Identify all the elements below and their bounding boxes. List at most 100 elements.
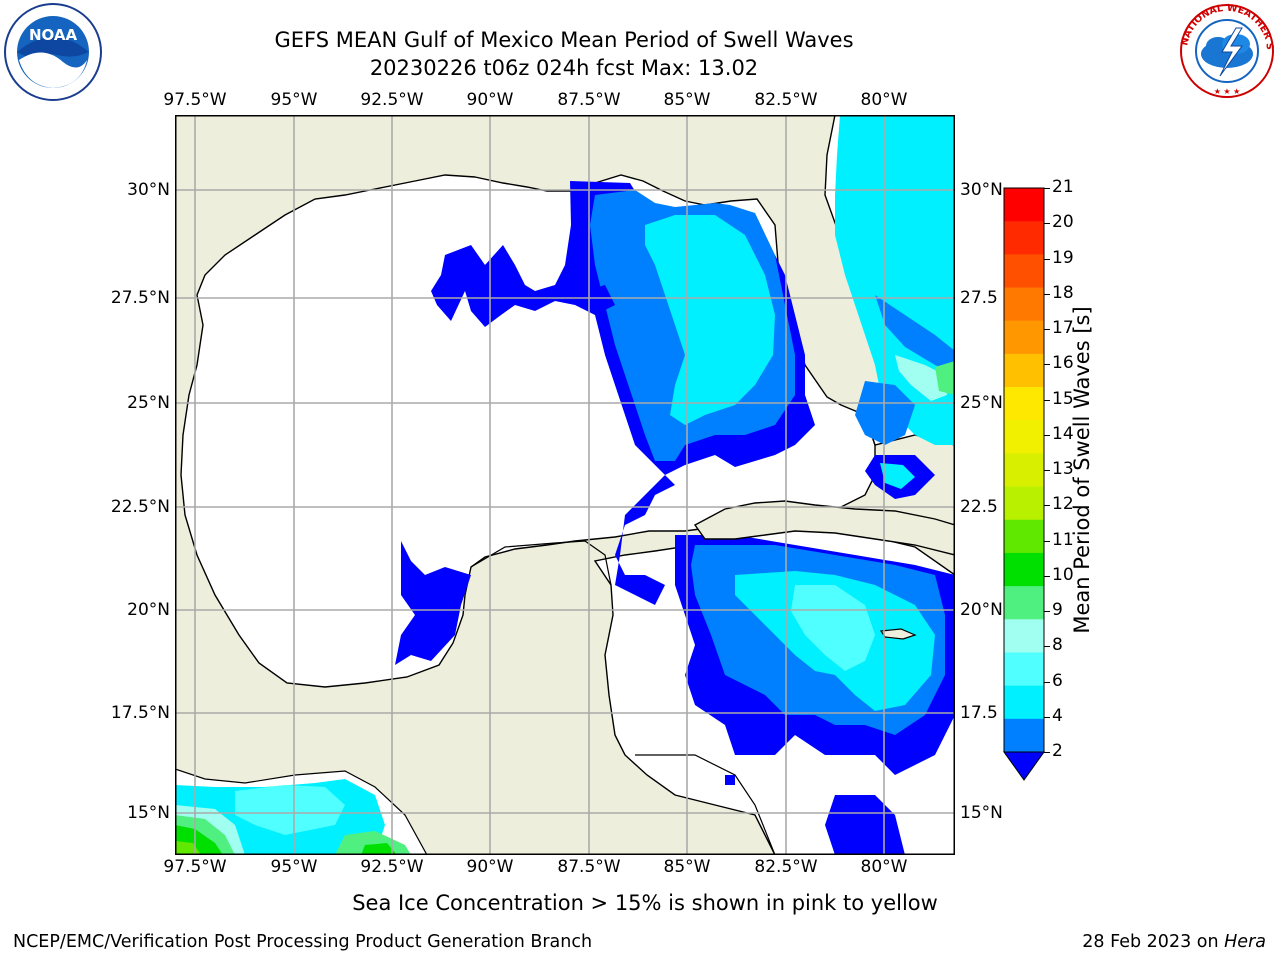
lat-tick-left: 17.5°N: [110, 703, 170, 723]
lat-tick-right: 17.5: [960, 703, 998, 723]
run-date-text: 28 Feb 2023 on: [1082, 932, 1225, 952]
colorbar-tick-mark: [1044, 505, 1050, 507]
colorbar-tick-mark: [1044, 716, 1050, 718]
lon-tick-bottom: 92.5°W: [360, 857, 424, 877]
colorbar-tick-mark: [1044, 258, 1050, 260]
colorbar-tick-label: 16: [1052, 353, 1074, 374]
lon-tick-top: 87.5°W: [557, 90, 621, 110]
colorbar-tick-label: 10: [1052, 564, 1074, 585]
colorbar-segment: [1004, 254, 1044, 289]
nws-logo: NATIONAL WEATHER SERVICE ★ ★ ★: [1178, 2, 1275, 98]
colorbar-tick-mark: [1044, 293, 1050, 295]
lat-tick-left: 15°N: [127, 803, 170, 823]
colorbar-tick-label: 18: [1052, 282, 1074, 303]
colorbar-tick-mark: [1044, 611, 1050, 612]
colorbar-tick-label: 14: [1052, 423, 1074, 444]
colorbar-segment: [1004, 519, 1044, 554]
colorbar-segment: [1004, 453, 1044, 488]
noaa-logo-text: NOAA: [29, 26, 78, 44]
lat-tick-left: 22.5°N: [110, 497, 170, 517]
colorbar-segment: [1004, 353, 1044, 388]
colorbar-segment: [1004, 387, 1044, 421]
colorbar-tick-mark: [1044, 575, 1050, 577]
colorbar-segment: [1004, 486, 1044, 521]
colorbar-segment: [1004, 320, 1044, 355]
swell-contours: [175, 115, 955, 855]
colorbar-tick-label: 2: [1052, 741, 1063, 761]
lon-tick-bottom: 85°W: [663, 857, 711, 877]
cuba-coast: [693, 500, 955, 556]
lat-tick-right: 15°N: [960, 803, 1003, 823]
honduras-coast: [635, 754, 776, 855]
lon-tick-bottom: 87.5°W: [557, 857, 621, 877]
colorbar-tick-mark: [1044, 646, 1050, 648]
colorbar-tick-mark: [1044, 399, 1050, 401]
colorbar-segment: [1004, 586, 1044, 620]
colorbar-segment: [1004, 188, 1044, 222]
map-frame: [175, 115, 955, 855]
colorbar-segment: [1004, 221, 1044, 255]
colorbar-segment: [1004, 619, 1044, 653]
lon-tick-top: 92.5°W: [360, 90, 424, 110]
machine-name: Hera: [1224, 932, 1266, 952]
lon-tick-top: 82.5°W: [754, 90, 818, 110]
colorbar-tick-label: 8: [1052, 635, 1063, 656]
svg-text:★ ★ ★: ★ ★ ★: [1214, 87, 1241, 96]
lon-tick-bottom: 90°W: [466, 857, 514, 877]
colorbar-tick-label: 21: [1052, 177, 1074, 197]
colorbar-tick-mark: [1044, 188, 1050, 189]
colorbar-segment: [1004, 652, 1044, 687]
lon-tick-top: 97.5°W: [163, 90, 227, 110]
lat-tick-left: 20°N: [127, 600, 170, 620]
org-credit: NCEP/EMC/Verification Post Processing Pr…: [13, 932, 593, 952]
colorbar-tick-label: 17: [1052, 318, 1074, 338]
colorbar-segment: [1004, 420, 1044, 454]
noaa-logo: NOAA: [4, 3, 102, 101]
lat-tick-left: 27.5°N: [110, 288, 170, 308]
run-date: 28 Feb 2023 on Hera: [1082, 932, 1266, 952]
lon-tick-top: 85°W: [663, 90, 711, 110]
lat-tick-right: 30°N: [960, 180, 1003, 200]
colorbar-tick-label: 11: [1052, 529, 1074, 550]
lat-tick-right: 25°N: [960, 393, 1003, 413]
colorbar-segment: [1004, 718, 1044, 753]
colorbar-tick-mark: [1044, 329, 1050, 330]
colorbar: [1003, 187, 1045, 781]
colorbar-tick-label: 19: [1052, 247, 1074, 268]
lon-tick-top: 95°W: [270, 90, 318, 110]
colorbar-tick-label: 12: [1052, 494, 1074, 515]
colorbar-tick-mark: [1044, 434, 1050, 436]
lon-tick-top: 80°W: [860, 90, 908, 110]
lat-tick-right: 20°N: [960, 600, 1003, 620]
map-title: GEFS MEAN Gulf of Mexico Mean Period of …: [274, 28, 854, 52]
sea-ice-note: Sea Ice Concentration > 15% is shown in …: [352, 891, 938, 915]
colorbar-tick-label: 15: [1052, 388, 1074, 409]
colorbar-tick-mark: [1044, 223, 1050, 225]
colorbar-tick-mark: [1044, 681, 1050, 683]
colorbar-label: Mean Period of Swell Waves [s]: [1070, 306, 1094, 634]
lat-tick-left: 30°N: [127, 180, 170, 200]
colorbar-tick-label: 6: [1052, 670, 1063, 691]
colorbar-tick-mark: [1044, 752, 1050, 753]
colorbar-tick-label: 20: [1052, 212, 1074, 233]
lon-tick-bottom: 80°W: [860, 857, 908, 877]
colorbar-tick-label: 9: [1052, 600, 1063, 620]
lat-tick-right: 27.5: [960, 288, 998, 308]
colorbar-segment: [1004, 685, 1044, 720]
colorbar-tick-label: 4: [1052, 705, 1063, 726]
lat-tick-right: 22.5: [960, 497, 998, 517]
yucatan-coast: [470, 540, 612, 586]
lon-tick-bottom: 82.5°W: [754, 857, 818, 877]
colorbar-segment: [1004, 552, 1044, 587]
lon-tick-bottom: 95°W: [270, 857, 318, 877]
lat-tick-left: 25°N: [127, 393, 170, 413]
map-subtitle: 20230226 t06z 024h fcst Max: 13.02: [369, 56, 759, 80]
colorbar-tick-mark: [1044, 540, 1050, 542]
colorbar-segment: [1004, 287, 1044, 322]
lon-tick-top: 90°W: [466, 90, 514, 110]
colorbar-tick-label: 13: [1052, 459, 1074, 479]
colorbar-tick-mark: [1044, 364, 1050, 366]
colorbar-tick-mark: [1044, 470, 1050, 471]
lon-tick-bottom: 97.5°W: [163, 857, 227, 877]
map-panel: [175, 115, 955, 855]
